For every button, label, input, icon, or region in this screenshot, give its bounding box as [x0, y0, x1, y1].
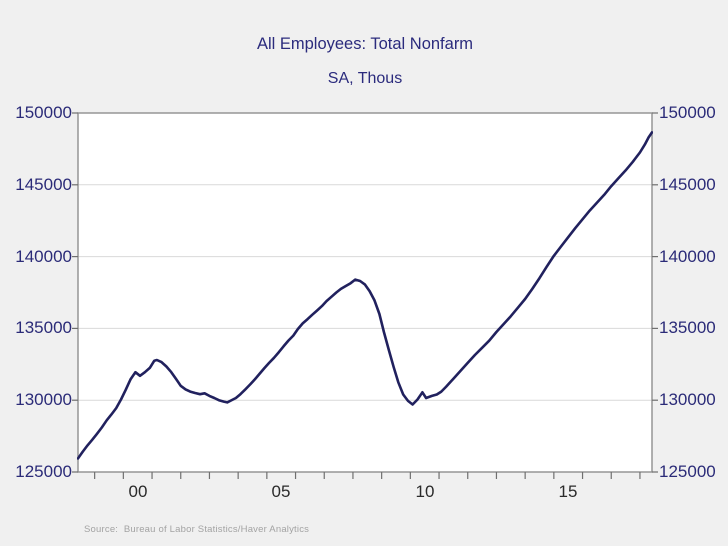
x-tick-label: 05: [271, 482, 291, 501]
y-tick-label-right: 150000: [659, 103, 716, 122]
y-tick-label-right: 135000: [659, 318, 716, 337]
y-tick-label-left: 150000: [15, 103, 72, 122]
x-tick-label: 10: [415, 482, 435, 501]
y-tick-label-left: 130000: [15, 390, 72, 409]
y-tick-label-right: 130000: [659, 390, 716, 409]
y-tick-label-left: 140000: [15, 247, 72, 266]
y-tick-label-right: 145000: [659, 175, 716, 194]
x-tick-label: 00: [128, 482, 148, 501]
source-note: Source: Bureau of Labor Statistics/Haver…: [84, 524, 310, 535]
plot-frame: [77, 112, 653, 473]
y-tick-label-right: 125000: [659, 462, 716, 481]
x-tick-label: 15: [558, 482, 578, 501]
chart-title: All Employees: Total Nonfarm: [256, 35, 474, 53]
y-tick-label-right: 140000: [659, 247, 716, 266]
chart-subtitle: SA, Thous: [327, 70, 403, 87]
y-tick-label-left: 135000: [15, 318, 72, 337]
data-line-total-nonfarm: [77, 131, 653, 460]
y-tick-label-left: 125000: [15, 462, 72, 481]
plot-background: [78, 113, 652, 472]
y-tick-label-left: 145000: [15, 175, 72, 194]
